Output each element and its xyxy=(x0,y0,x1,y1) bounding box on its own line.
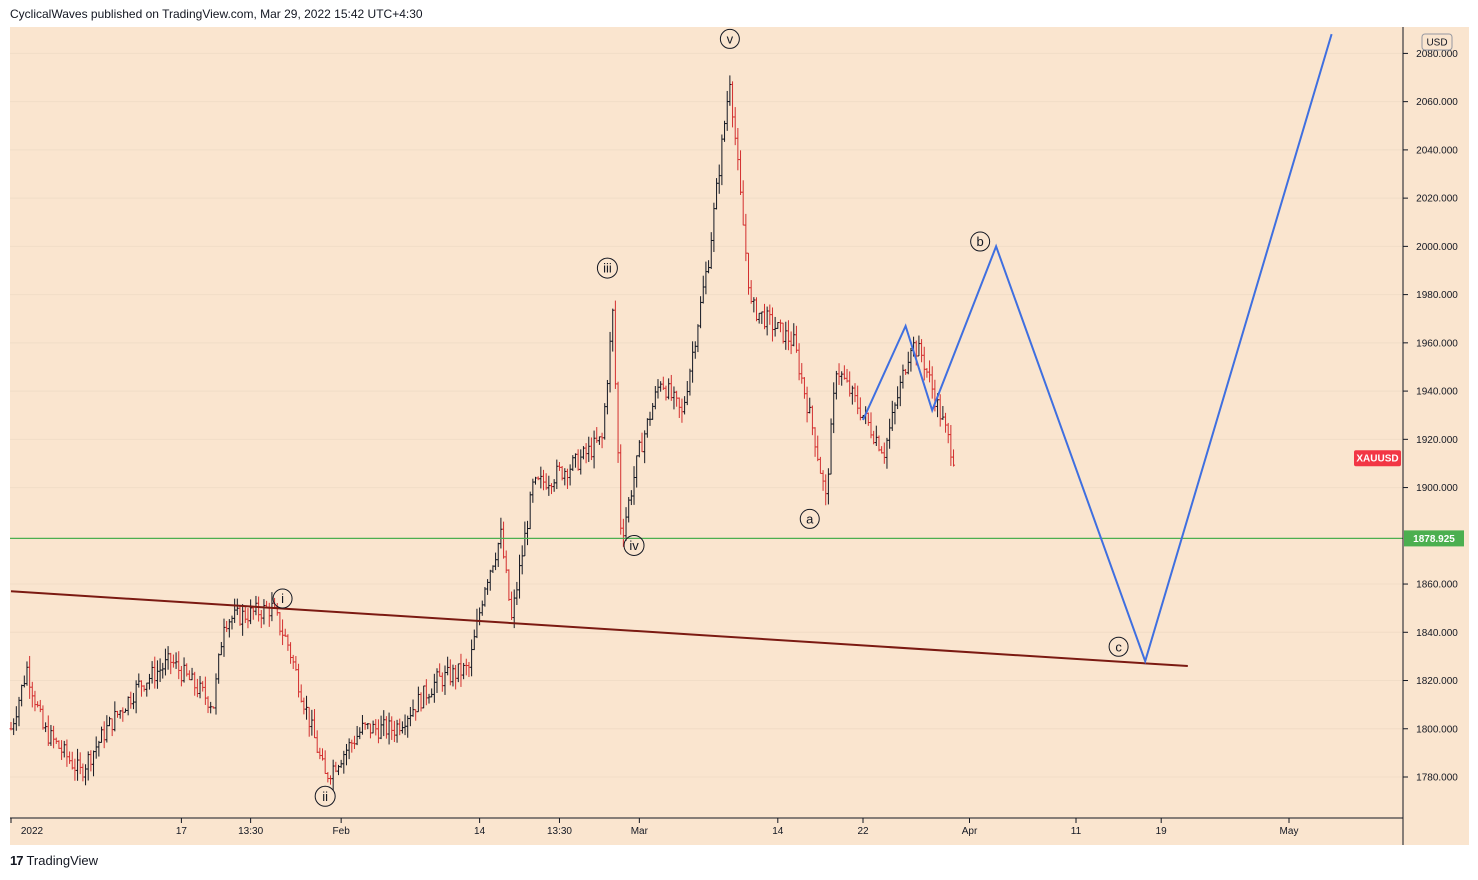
overlay-lines xyxy=(10,33,1403,668)
time-axis-background xyxy=(10,818,1403,845)
y-tick-label: 1860.000 xyxy=(1416,580,1458,591)
trend-line xyxy=(10,590,1188,668)
wave-label-v: v xyxy=(719,28,740,49)
elliott-projection-path xyxy=(862,33,1333,665)
wave-label-text: a xyxy=(806,511,814,526)
y-tick-label: 2060.000 xyxy=(1416,97,1458,108)
wave-label-iv: iv xyxy=(623,534,645,556)
wave-label-ii: ii xyxy=(314,785,336,807)
chart-background xyxy=(10,27,1403,818)
y-axis-gridlines xyxy=(10,52,1403,778)
tradingview-logo[interactable]: 17 TradingView xyxy=(10,853,98,868)
wave-circle xyxy=(719,28,740,49)
y-tick-label: 1960.000 xyxy=(1416,338,1458,349)
y-tick-label: 1780.000 xyxy=(1416,773,1458,784)
x-tick-label: Feb xyxy=(333,826,351,837)
y-tick-label: 2000.000 xyxy=(1416,242,1458,253)
wave-label-i: i xyxy=(272,588,293,609)
wave-label-text: iii xyxy=(603,261,612,276)
y-tick-label: 2040.000 xyxy=(1416,145,1458,156)
wave-circle xyxy=(596,257,618,279)
axis-background xyxy=(1403,27,1469,845)
y-tick-label: 1840.000 xyxy=(1416,628,1458,639)
x-tick-label: 13:30 xyxy=(238,826,263,837)
level-tag-box xyxy=(1404,530,1464,547)
wave-circle xyxy=(799,508,820,529)
x-tick-label: 14 xyxy=(772,826,784,837)
wave-label-iii: iii xyxy=(596,257,618,279)
y-tick-label: 1820.000 xyxy=(1416,676,1458,687)
wave-label-a: a xyxy=(799,508,820,529)
wave-label-text: iv xyxy=(629,538,639,553)
y-tick-label: 2020.000 xyxy=(1416,194,1458,205)
wave-circle xyxy=(970,231,991,252)
level-tag-text: 1878.925 xyxy=(1413,534,1455,545)
x-tick-label: 14 xyxy=(474,826,486,837)
x-tick-label: 19 xyxy=(1156,826,1168,837)
y-tick-label: 1920.000 xyxy=(1416,435,1458,446)
publisher-header: CyclicalWaves published on TradingView.c… xyxy=(10,7,423,21)
x-tick-label: 13:30 xyxy=(547,826,572,837)
wave-label-c: c xyxy=(1108,636,1129,657)
x-tick-label: Mar xyxy=(631,826,649,837)
symbol-tag-box xyxy=(1354,450,1401,467)
symbol-price-tag: XAUUSD xyxy=(1354,450,1401,467)
x-tick-label: 17 xyxy=(176,826,188,837)
y-tick-label: 1980.000 xyxy=(1416,290,1458,301)
wave-circle xyxy=(623,534,645,556)
wave-label-text: b xyxy=(977,234,984,249)
x-tick-label: 11 xyxy=(1071,826,1082,837)
wave-circle xyxy=(314,785,336,807)
x-tick-label: May xyxy=(1280,826,1299,837)
wave-label-b: b xyxy=(970,231,991,252)
x-tick-label: Apr xyxy=(962,826,978,837)
y-tick-label: 1900.000 xyxy=(1416,483,1458,494)
y-tick-label: 1940.000 xyxy=(1416,387,1458,398)
wave-label-text: ii xyxy=(322,789,328,804)
level-price-tag: 1878.925 xyxy=(1404,530,1464,547)
wave-label-text: v xyxy=(727,31,734,46)
wave-circle xyxy=(1108,636,1129,657)
x-tick-label: 2022 xyxy=(21,826,44,837)
y-tick-label: 2080.000 xyxy=(1416,49,1458,60)
currency-label: USD xyxy=(1426,38,1447,49)
wave-label-text: i xyxy=(281,591,284,606)
x-tick-label: 22 xyxy=(857,826,869,837)
currency-badge[interactable]: USD xyxy=(1421,33,1453,51)
ohlc-bars xyxy=(9,75,956,791)
y-tick-label: 1800.000 xyxy=(1416,724,1458,735)
time-axis[interactable]: 2022 17 13:30 Feb 14 13:30 Mar 14 22 Apr 11 19 May xyxy=(10,818,1299,837)
tradingview-mark-icon: 17 xyxy=(10,853,24,868)
ohlc-bar xyxy=(952,449,956,467)
price-axis[interactable]: 1780.000 1800.000 1820.000 1840.000 1860.000… xyxy=(10,27,1458,845)
wave-circle xyxy=(272,588,293,609)
wave-label-text: c xyxy=(1115,639,1122,654)
symbol-tag-text: XAUUSD xyxy=(1356,454,1398,465)
tradingview-logo-text: TradingView xyxy=(26,853,99,868)
